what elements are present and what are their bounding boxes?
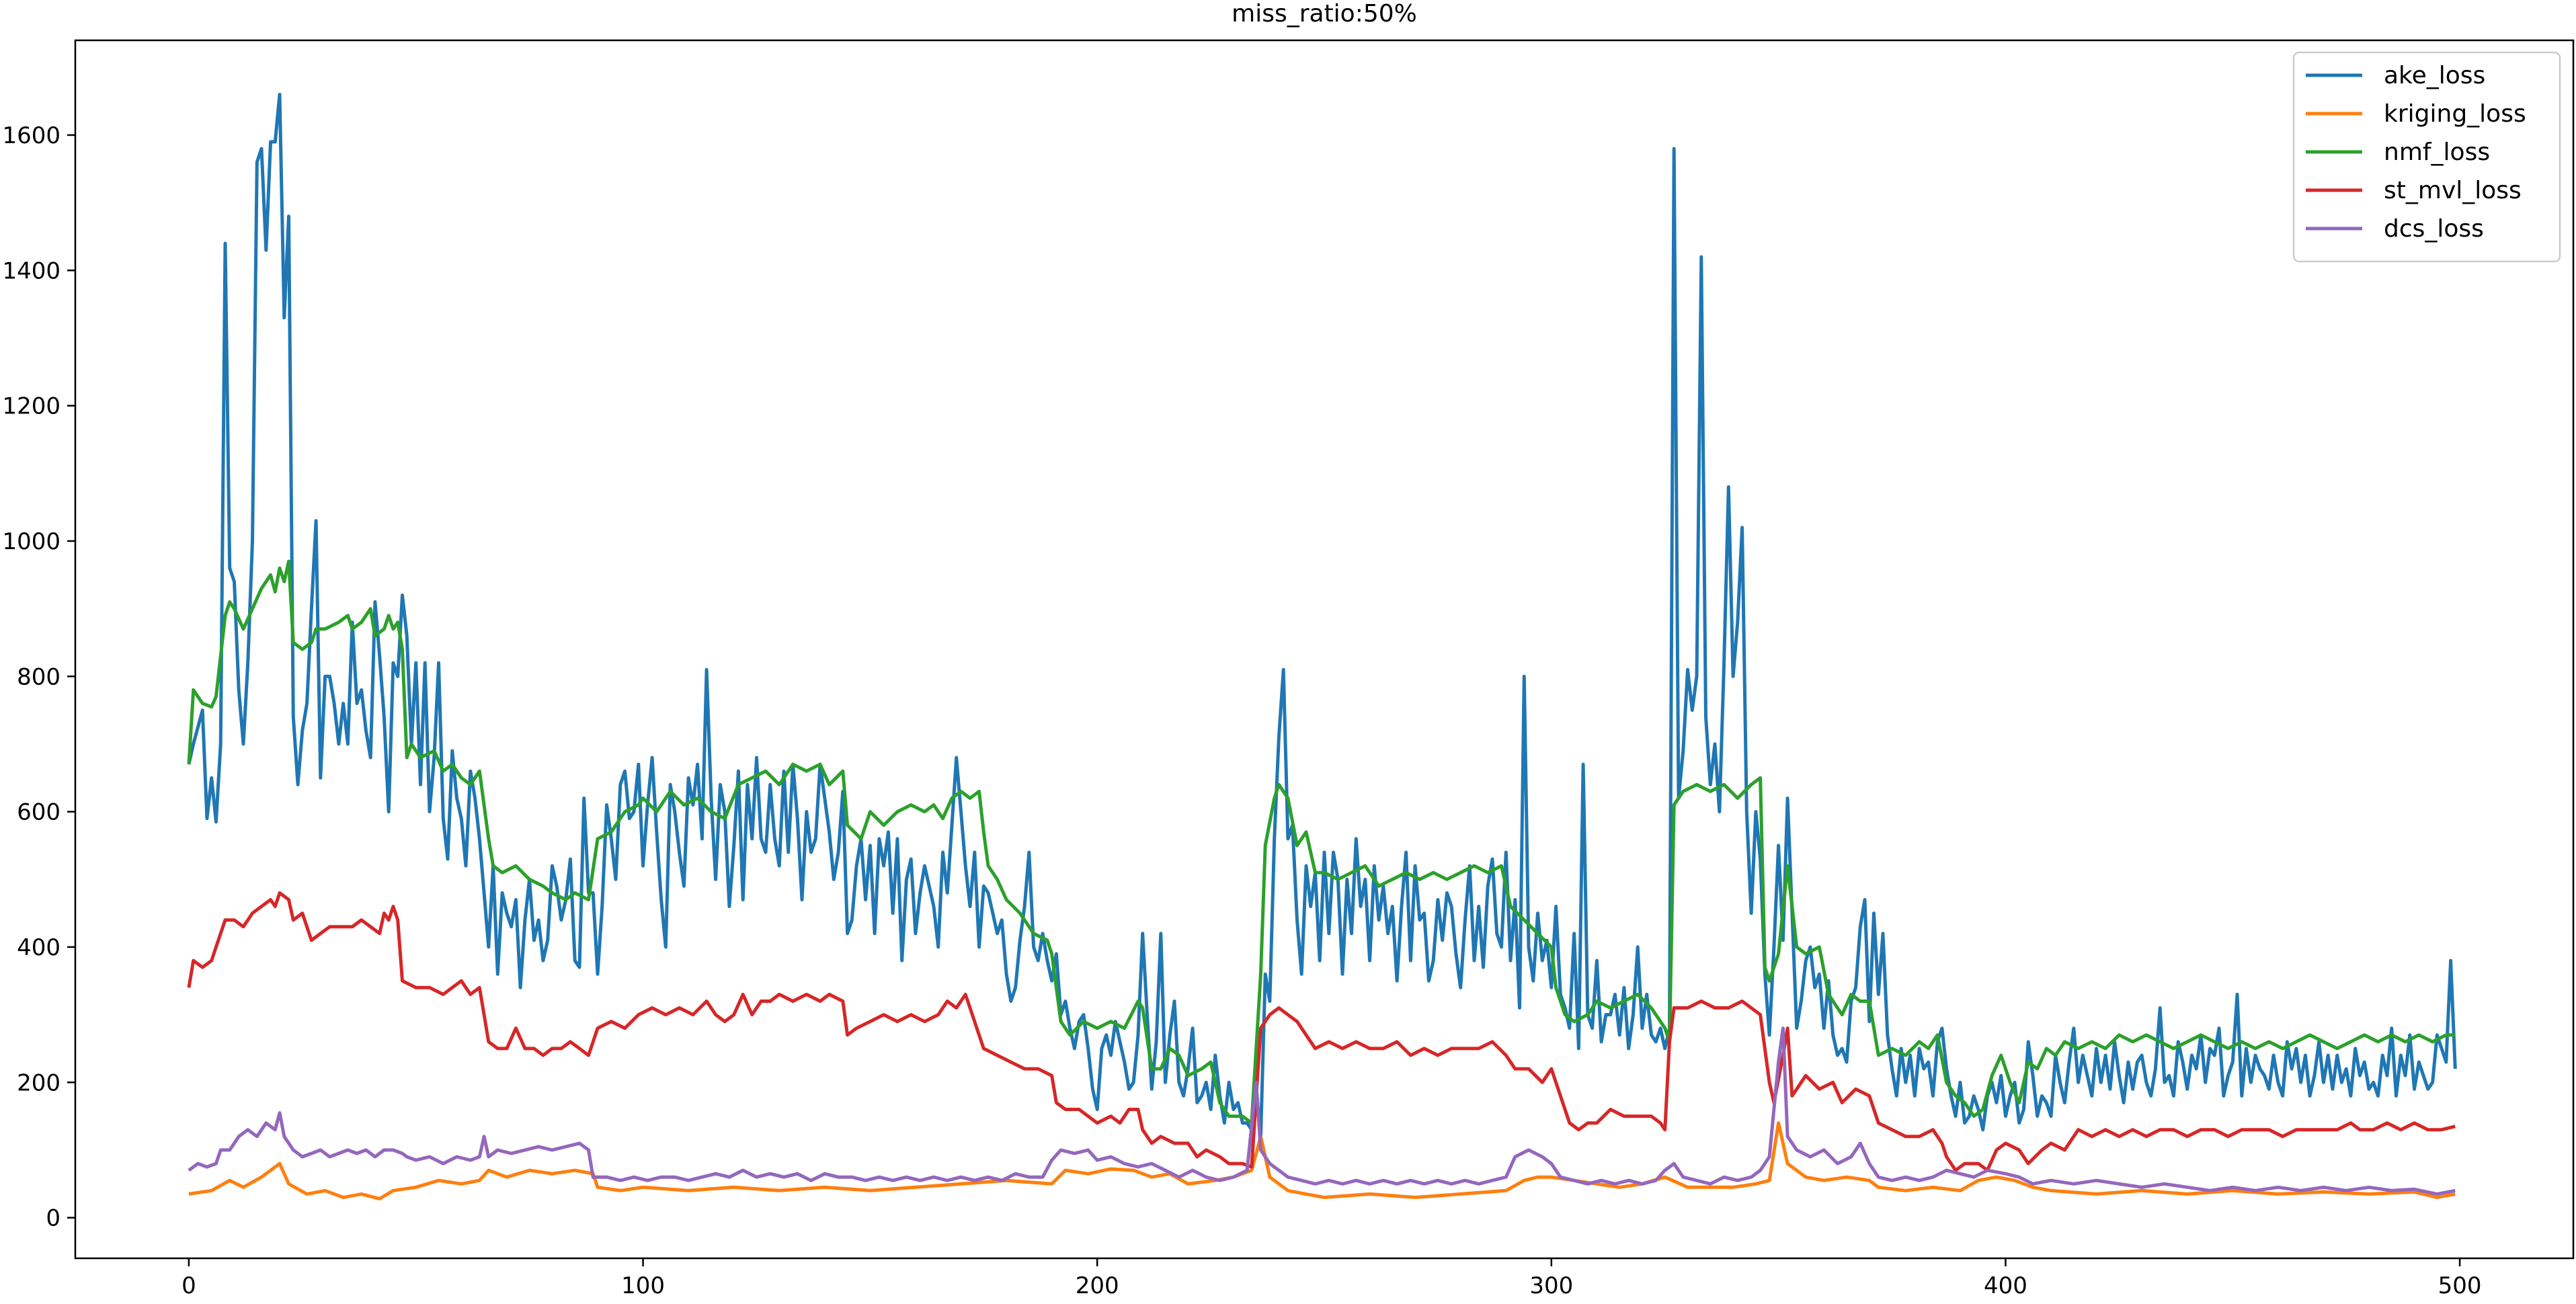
legend-box	[2292, 51, 2561, 263]
chart-title: miss_ratio:50%	[1232, 0, 1417, 28]
y-tick-label: 600	[17, 799, 61, 826]
y-tick-label: 400	[17, 934, 61, 961]
x-tick-label: 300	[1529, 1272, 1573, 1299]
legend-label: nmf_loss	[2384, 138, 2490, 166]
y-tick-label: 800	[17, 663, 61, 690]
legend-label: kriging_loss	[2384, 100, 2526, 128]
plot-frame	[74, 39, 2575, 1260]
y-tick-label: 1400	[2, 257, 61, 284]
x-tick-label: 0	[182, 1272, 196, 1299]
y-tick-label: 0	[46, 1205, 61, 1232]
series-line-dcs-loss	[188, 1026, 2456, 1196]
x-tick-label: 100	[621, 1272, 665, 1299]
x-tick-label: 500	[2438, 1272, 2482, 1299]
y-tick-label: 200	[17, 1069, 61, 1096]
legend: ake_loss kriging_loss nmf_loss st_mvl_lossd…	[2292, 51, 2561, 263]
plot-area	[187, 93, 2457, 1200]
series-line-nmf-loss	[187, 559, 2456, 1125]
y-tick-label: 1000	[2, 528, 61, 555]
y-tick-label: 1600	[2, 122, 61, 149]
series-line-st-mvl-loss	[187, 891, 2456, 1172]
x-tick-label: 400	[1984, 1272, 2027, 1299]
x-tick-label: 200	[1076, 1272, 1119, 1299]
legend-label: dcs_loss	[2384, 215, 2484, 243]
legend-label: ake_loss	[2384, 62, 2485, 89]
series-line-ake-loss	[187, 93, 2457, 1139]
y-tick-label: 1200	[2, 393, 61, 420]
legend-label: st_mvl_loss	[2384, 177, 2522, 204]
axes: 0 100 200 300 400 500 0 200 400 600 800 1000 1200 140…	[2, 39, 2575, 1299]
